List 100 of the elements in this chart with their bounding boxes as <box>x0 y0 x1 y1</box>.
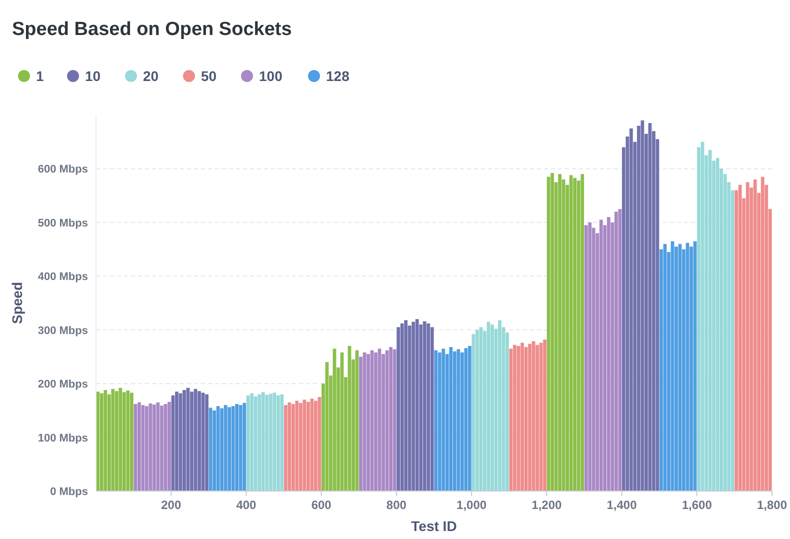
bar <box>228 407 232 491</box>
bar <box>276 395 280 491</box>
bar <box>422 321 426 491</box>
y-tick-label: 200 Mbps <box>38 378 88 391</box>
bar <box>190 392 194 491</box>
bar <box>160 406 164 491</box>
bar <box>114 391 118 491</box>
bar <box>434 350 438 491</box>
bar <box>175 392 178 491</box>
x-tick-label: 400 <box>236 498 257 512</box>
x-axis-title: Test ID <box>411 518 457 534</box>
legend-label: 10 <box>85 68 101 84</box>
bar <box>468 346 472 491</box>
bar <box>760 176 764 491</box>
legend-label: 128 <box>326 68 350 84</box>
bar <box>618 209 622 491</box>
bar <box>280 394 284 491</box>
bar <box>258 394 262 491</box>
bar <box>265 394 269 491</box>
bar <box>295 400 299 491</box>
bar <box>359 356 362 491</box>
x-tick-label: 1,800 <box>756 498 788 512</box>
bar <box>261 392 265 491</box>
bar <box>599 220 603 491</box>
bar <box>573 178 577 491</box>
x-tick-label: 600 <box>311 498 332 512</box>
bar <box>606 217 610 491</box>
chart-title: Speed Based on Open Sockets <box>12 19 292 40</box>
bar <box>235 404 239 491</box>
y-tick-label: 100 Mbps <box>38 432 88 444</box>
bar <box>449 347 453 491</box>
bar <box>536 344 539 491</box>
bar <box>513 344 516 491</box>
y-tick-label: 0 Mbps <box>50 486 88 498</box>
bar <box>231 406 235 491</box>
bar <box>291 404 295 491</box>
y-tick-label: 300 Mbps <box>38 324 88 337</box>
bar <box>396 327 400 491</box>
bar <box>629 128 633 491</box>
bar <box>374 352 378 491</box>
bar <box>250 393 254 491</box>
bar <box>412 322 416 491</box>
bar <box>456 349 460 491</box>
bar <box>314 400 318 491</box>
bar <box>111 388 115 491</box>
bar <box>288 402 292 491</box>
bar <box>400 323 404 491</box>
bar <box>746 182 750 491</box>
bar <box>366 354 370 491</box>
y-tick-label: 500 Mbps <box>38 217 88 230</box>
bar <box>306 402 310 491</box>
legend-label: 50 <box>201 68 217 84</box>
bar <box>580 174 584 491</box>
bar <box>138 402 141 491</box>
bar <box>588 222 592 491</box>
x-tick-label: 1,000 <box>456 498 487 512</box>
bar <box>543 340 546 491</box>
legend-label: 1 <box>36 68 44 84</box>
bar <box>452 351 456 491</box>
bar <box>212 410 216 491</box>
bar <box>284 405 288 491</box>
bar <box>182 390 186 491</box>
bar <box>389 347 392 491</box>
bar <box>498 320 502 491</box>
x-tick-label: 1,400 <box>606 498 638 512</box>
bar <box>238 405 242 491</box>
bar <box>528 344 532 491</box>
bar <box>224 405 228 491</box>
bar <box>130 392 134 491</box>
bar <box>460 352 464 491</box>
bar <box>640 120 644 491</box>
bar <box>569 175 573 491</box>
bar <box>464 348 468 491</box>
bar <box>118 388 122 491</box>
bar <box>738 184 742 491</box>
bar <box>614 212 618 491</box>
bar <box>476 330 479 491</box>
bar <box>490 324 494 491</box>
bar <box>415 319 419 491</box>
bar <box>268 394 272 491</box>
bar <box>246 395 250 491</box>
bar <box>126 390 130 491</box>
x-tick-label: 1,200 <box>532 498 562 512</box>
bar <box>272 392 276 491</box>
bar <box>220 408 224 491</box>
bar <box>753 179 757 491</box>
bar <box>100 393 104 491</box>
bar <box>145 406 148 491</box>
bar <box>472 334 476 491</box>
legend-label: 20 <box>143 68 159 84</box>
bar <box>438 352 442 491</box>
x-tick-label: 800 <box>386 498 407 512</box>
bar <box>168 402 171 491</box>
bar <box>520 342 524 491</box>
y-tick-label: 400 Mbps <box>38 271 88 284</box>
legend-label: 100 <box>259 68 283 84</box>
bar <box>558 174 562 491</box>
bar <box>404 320 408 491</box>
bar <box>242 402 246 491</box>
y-tick-label: 600 Mbps <box>38 164 88 176</box>
